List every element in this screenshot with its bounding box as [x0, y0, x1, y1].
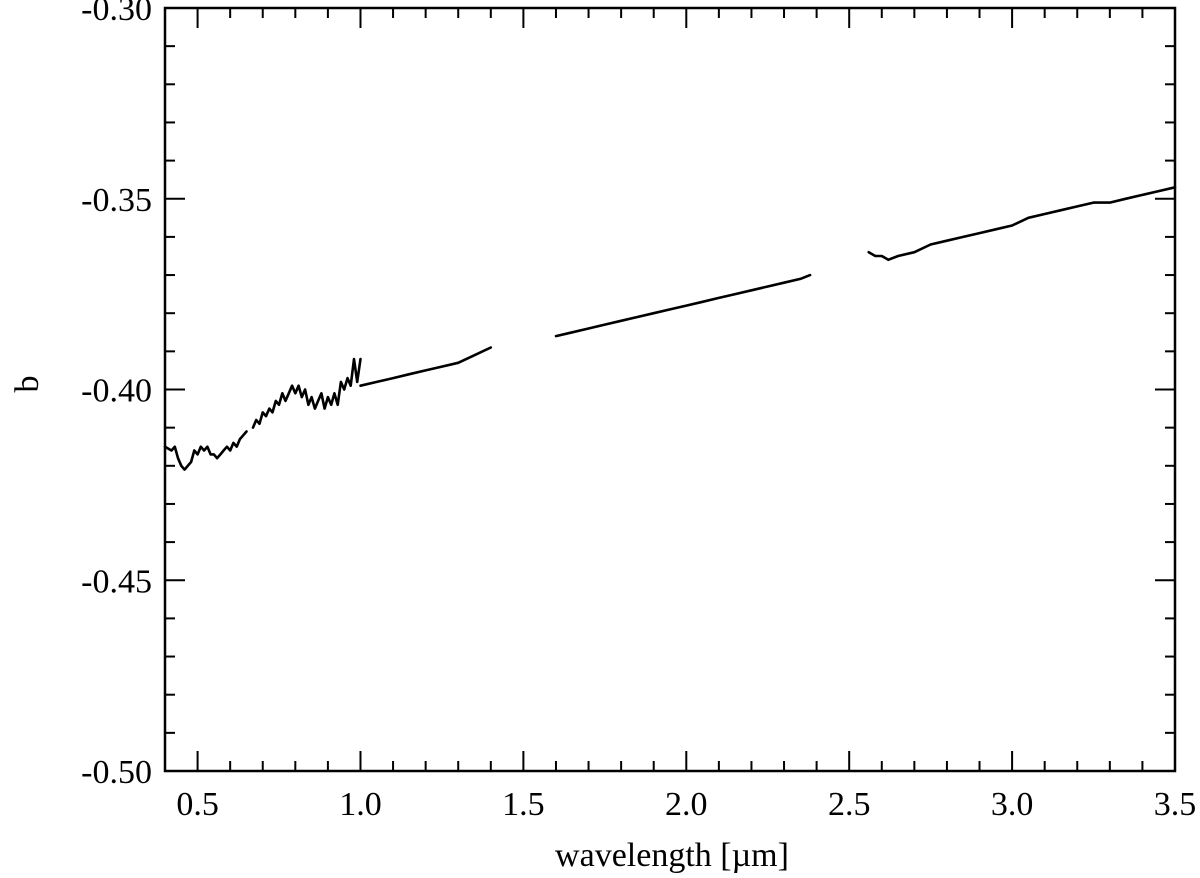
series-line-segment — [554, 273, 812, 338]
x-axis-label: wavelength [µm] — [555, 837, 789, 874]
x-tick-label: 3.5 — [1154, 786, 1197, 823]
tick-labels: 0.5 1.0 1.5 2.0 2.5 3.0 3.5 -0.30 -0.35 -0.40 -0.4… — [81, 0, 1196, 823]
series-line-segment — [867, 186, 1177, 262]
y-tick-label: -0.40 — [81, 373, 152, 410]
x-tick-label: 1.0 — [339, 786, 382, 823]
x-tick-label: 2.0 — [665, 786, 708, 823]
series-line-segment — [359, 346, 493, 388]
x-tick-label: 0.5 — [176, 786, 219, 823]
series-line-segment — [251, 357, 362, 429]
axis-ticks — [164, 7, 1176, 772]
x-tick-label: 3.0 — [991, 786, 1034, 823]
x-tick-label: 1.5 — [502, 786, 545, 823]
plot-frame — [163, 6, 1177, 773]
y-tick-label: -0.50 — [81, 754, 152, 791]
series-line-segment — [163, 430, 248, 471]
y-tick-label: -0.35 — [81, 182, 152, 219]
x-tick-label: 2.5 — [828, 786, 871, 823]
data-series — [163, 186, 1177, 471]
y-axis-label: b — [9, 376, 46, 393]
y-tick-label: -0.45 — [81, 563, 152, 600]
y-tick-label: -0.30 — [81, 0, 152, 28]
